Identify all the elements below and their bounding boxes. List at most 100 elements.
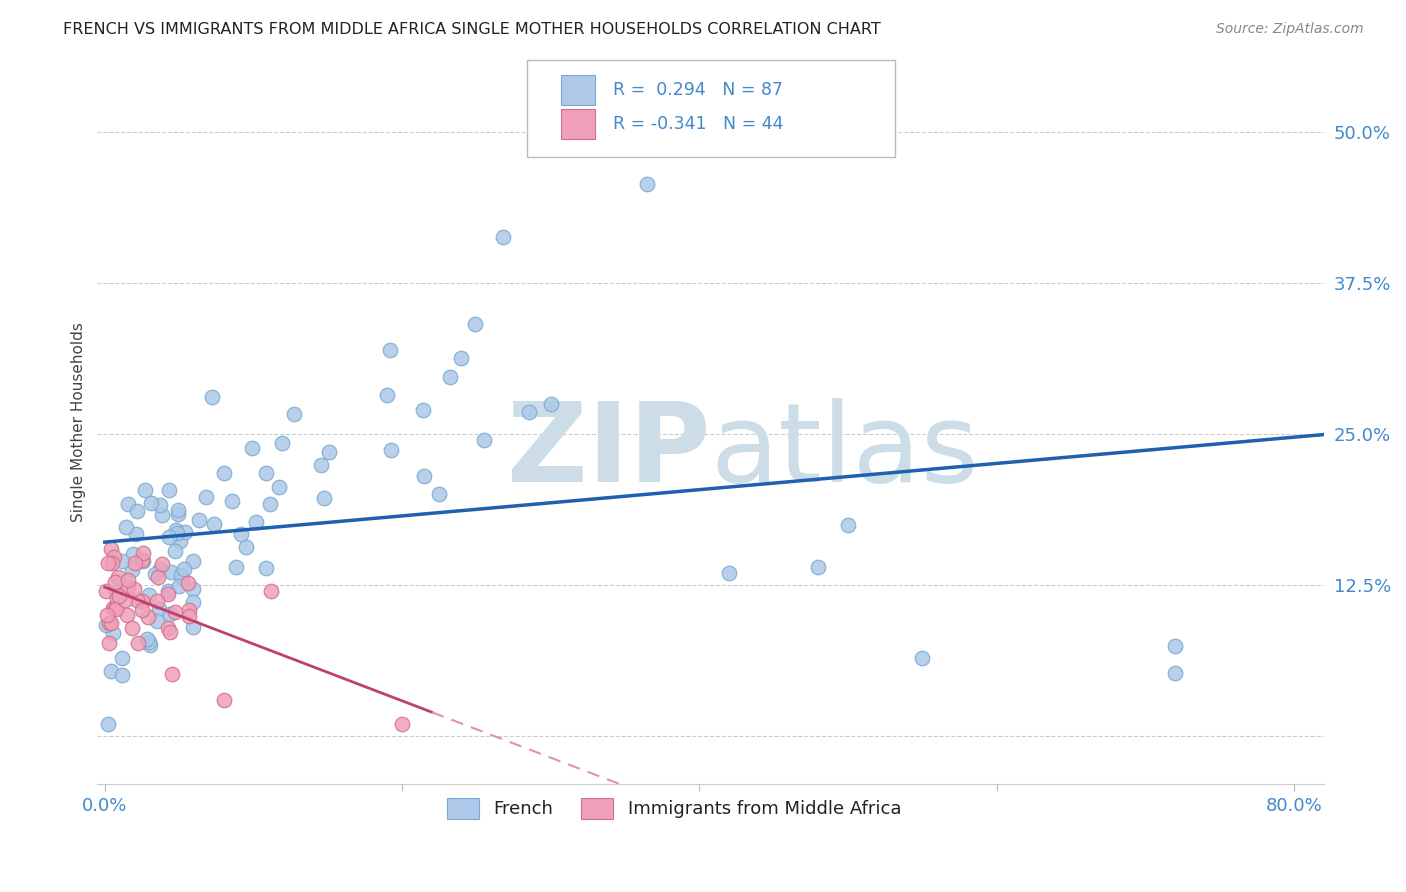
- Point: [134, 483, 156, 497]
- Point: [212, 693, 235, 707]
- Point: [177, 603, 200, 617]
- Point: [267, 480, 290, 494]
- Point: [127, 636, 149, 650]
- Text: R =  0.294   N = 87: R = 0.294 N = 87: [613, 81, 783, 99]
- Point: [245, 515, 267, 529]
- Point: [131, 593, 153, 607]
- FancyBboxPatch shape: [561, 75, 595, 105]
- Point: [110, 667, 132, 681]
- Point: [132, 546, 155, 560]
- Point: [169, 534, 191, 549]
- Point: [97, 615, 120, 630]
- Point: [131, 602, 153, 616]
- Point: [636, 177, 658, 191]
- Point: [177, 609, 200, 624]
- Y-axis label: Single Mother Households: Single Mother Households: [72, 322, 86, 522]
- FancyBboxPatch shape: [527, 60, 894, 158]
- Point: [160, 565, 183, 579]
- Point: [101, 626, 124, 640]
- Point: [157, 483, 180, 497]
- Point: [146, 594, 169, 608]
- Point: [194, 490, 217, 504]
- Point: [492, 229, 515, 244]
- Point: [837, 517, 859, 532]
- Point: [97, 556, 120, 570]
- Point: [283, 407, 305, 421]
- Point: [125, 527, 148, 541]
- Point: [117, 581, 139, 595]
- Point: [101, 601, 124, 615]
- Point: [181, 620, 204, 634]
- Point: [378, 343, 401, 357]
- Point: [464, 317, 486, 331]
- Point: [309, 458, 332, 472]
- Point: [103, 550, 125, 565]
- Point: [100, 615, 122, 630]
- Point: [121, 563, 143, 577]
- Point: [115, 607, 138, 622]
- Point: [138, 588, 160, 602]
- Point: [240, 441, 263, 455]
- Point: [174, 524, 197, 539]
- Point: [104, 602, 127, 616]
- Point: [122, 582, 145, 596]
- Point: [150, 557, 173, 571]
- Point: [146, 570, 169, 584]
- Point: [173, 562, 195, 576]
- Point: [170, 567, 193, 582]
- Point: [141, 496, 163, 510]
- Point: [157, 621, 180, 635]
- Point: [391, 717, 413, 731]
- Point: [235, 540, 257, 554]
- Point: [170, 571, 193, 585]
- Point: [413, 469, 436, 483]
- Point: [104, 601, 127, 615]
- Point: [1164, 666, 1187, 681]
- Point: [225, 560, 247, 574]
- Point: [221, 494, 243, 508]
- Point: [318, 445, 340, 459]
- Point: [807, 560, 830, 574]
- Text: FRENCH VS IMMIGRANTS FROM MIDDLE AFRICA SINGLE MOTHER HOUSEHOLDS CORRELATION CHA: FRENCH VS IMMIGRANTS FROM MIDDLE AFRICA …: [63, 22, 882, 37]
- Point: [156, 587, 179, 601]
- Point: [200, 390, 222, 404]
- Point: [439, 370, 461, 384]
- Text: ZIP: ZIP: [508, 398, 710, 505]
- Point: [136, 632, 159, 647]
- Point: [375, 388, 398, 402]
- Point: [254, 466, 277, 480]
- Point: [157, 530, 180, 544]
- Point: [231, 527, 253, 541]
- Point: [260, 583, 283, 598]
- Point: [167, 579, 190, 593]
- Legend: French, Immigrants from Middle Africa: French, Immigrants from Middle Africa: [440, 791, 908, 826]
- Point: [214, 467, 236, 481]
- Point: [107, 570, 129, 584]
- Point: [159, 607, 181, 621]
- Point: [150, 508, 173, 523]
- Point: [202, 516, 225, 531]
- Point: [96, 618, 118, 632]
- Point: [107, 589, 129, 603]
- Point: [165, 544, 187, 558]
- Point: [104, 574, 127, 589]
- Point: [167, 502, 190, 516]
- Point: [111, 651, 134, 665]
- Point: [271, 436, 294, 450]
- Point: [138, 638, 160, 652]
- Text: atlas: atlas: [710, 398, 979, 505]
- Point: [149, 498, 172, 512]
- Point: [148, 602, 170, 616]
- Point: [127, 592, 149, 607]
- Point: [124, 556, 146, 570]
- Point: [167, 507, 190, 521]
- Point: [96, 607, 118, 622]
- Point: [540, 397, 562, 411]
- Point: [107, 591, 129, 606]
- Point: [159, 625, 181, 640]
- Point: [181, 595, 204, 609]
- Point: [101, 557, 124, 571]
- Point: [911, 650, 934, 665]
- Point: [97, 636, 120, 650]
- Point: [132, 554, 155, 568]
